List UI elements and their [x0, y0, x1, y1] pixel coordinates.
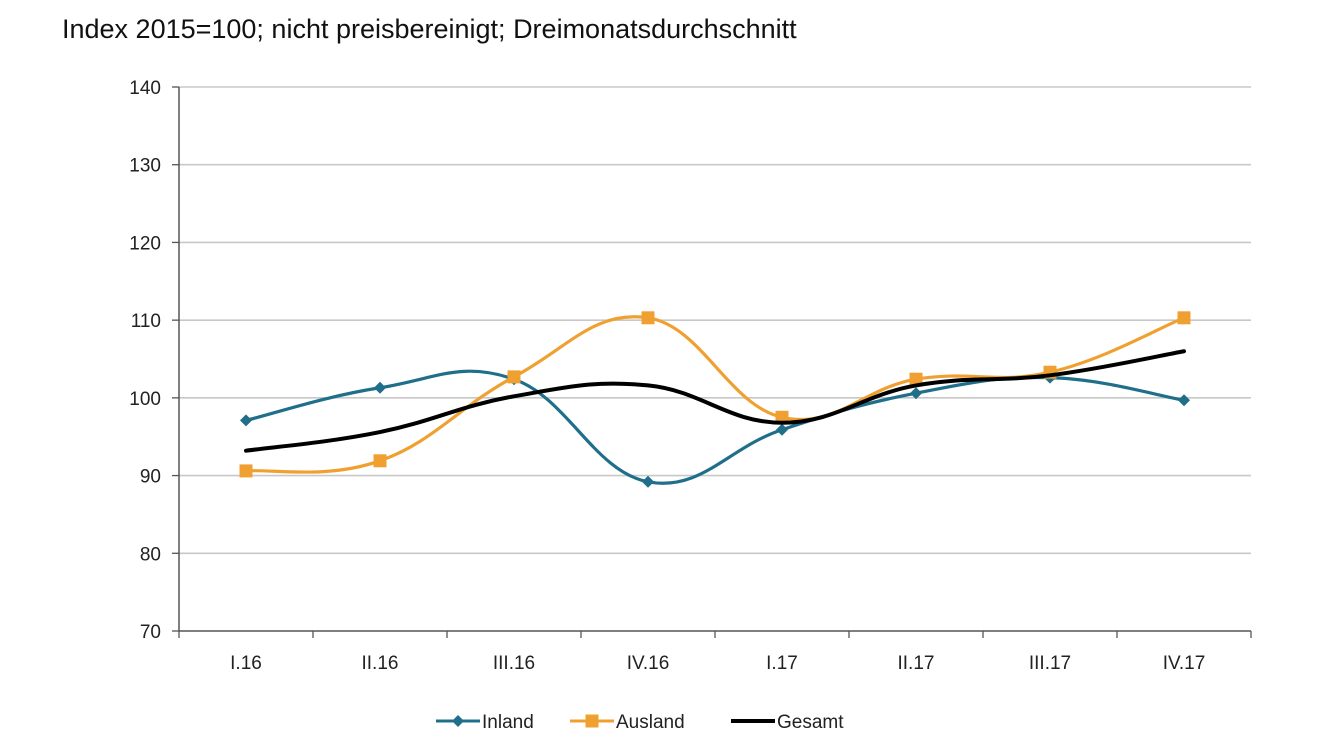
legend-label-gesamt: Gesamt	[777, 712, 844, 733]
y-tick-label: 110	[131, 311, 161, 332]
series-line-ausland	[244, 315, 1186, 474]
x-tick-label: II.16	[362, 653, 399, 674]
y-tick-label: 90	[140, 467, 161, 488]
legend-label-ausland: Ausland	[616, 712, 685, 733]
x-tick-label: III.16	[493, 653, 535, 674]
y-tick-label: 70	[140, 622, 161, 643]
y-axis-ticks: 70 80 90 100 110 120 130 140	[129, 78, 179, 643]
x-tick-label: IV.17	[1163, 653, 1206, 674]
data-point-inland	[776, 423, 788, 436]
series-ausland	[239, 311, 1191, 478]
data-point-inland	[374, 381, 386, 394]
legend-label-inland: Inland	[482, 712, 534, 733]
series-gesamt	[244, 349, 1186, 453]
data-point-ausland	[775, 410, 789, 424]
x-tick-label: IV.16	[627, 653, 670, 674]
grid-lines	[179, 86, 1251, 555]
data-point-ausland	[909, 372, 923, 386]
y-tick-label: 130	[129, 156, 161, 177]
y-tick-label: 140	[129, 78, 161, 99]
data-point-inland	[910, 387, 922, 400]
y-tick-label: 100	[129, 389, 161, 410]
x-tick-label: III.17	[1029, 653, 1071, 674]
data-point-inland	[1178, 394, 1190, 407]
data-point-inland	[240, 414, 252, 427]
chart-title: Index 2015=100; nicht preisbereinigt; Dr…	[62, 14, 797, 44]
legend-marker-inland	[452, 715, 464, 727]
x-tick-label: II.17	[898, 653, 935, 674]
data-point-ausland	[1177, 311, 1191, 325]
data-point-ausland	[239, 464, 253, 478]
series-line-inland	[244, 369, 1186, 485]
data-point-ausland	[507, 370, 521, 384]
legend-marker-ausland	[585, 714, 599, 728]
legend-item-gesamt: Gesamt	[731, 712, 844, 733]
legend-item-inland: Inland	[436, 712, 534, 733]
x-tick-label: I.16	[230, 653, 262, 674]
data-point-ausland	[641, 311, 655, 325]
legend: Inland Ausland Gesamt	[436, 712, 844, 733]
series-layer	[239, 311, 1191, 488]
x-axis-ticks: I.16 II.16 III.16 IV.16 I.17 II.17 III.17 IV.17	[178, 631, 1252, 674]
legend-item-ausland: Ausland	[570, 712, 685, 733]
data-point-inland	[642, 475, 654, 488]
x-tick-label: I.17	[766, 653, 798, 674]
data-point-ausland	[373, 454, 387, 468]
y-tick-label: 80	[140, 544, 161, 565]
series-line-gesamt	[244, 349, 1186, 453]
y-tick-label: 120	[129, 233, 161, 254]
